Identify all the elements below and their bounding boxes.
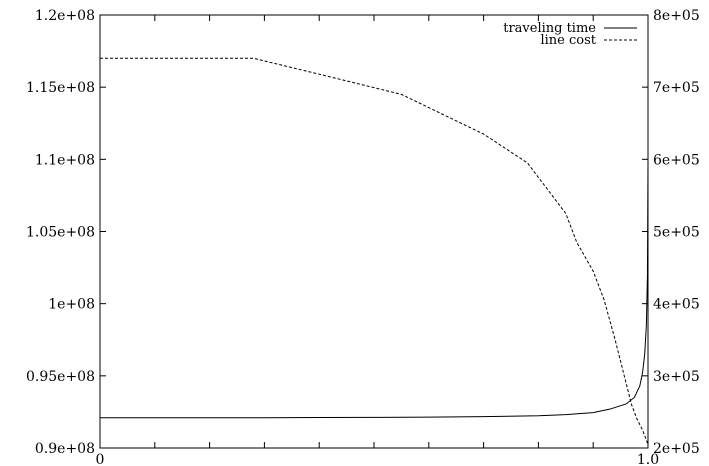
legend-label: traveling time — [503, 21, 596, 36]
y-right-tick-label: 6e+05 — [653, 152, 700, 168]
series-lines — [100, 57, 649, 445]
series-line-traveling-time — [100, 159, 649, 419]
legend-label: line cost — [540, 33, 596, 48]
y-left-tick-label: 0.95e+08 — [26, 369, 95, 385]
y-left-tick-label: 1.1e+08 — [35, 152, 95, 168]
y-left-tick-label: 1.05e+08 — [26, 225, 95, 241]
y-right-tick-label: 4e+05 — [653, 297, 700, 313]
y-right-tick-label: 2e+05 — [653, 441, 700, 457]
x-tick-label: 1.0 — [637, 452, 659, 466]
y-right-tick-label: 7e+05 — [653, 80, 700, 96]
y-left-tick-label: 1.15e+08 — [26, 80, 95, 96]
y-left-tick-label: 0.9e+08 — [35, 441, 95, 457]
axis-ticks: 0.9e+08 0.95e+08 1e+08 1.05e+08 1.1e+08 1.15e… — [26, 8, 700, 466]
x-tick-label: 0 — [96, 452, 105, 466]
y-right-tick-label: 5e+05 — [653, 225, 700, 241]
y-left-tick-label: 1.2e+08 — [35, 8, 95, 24]
series-line-line-cost — [100, 57, 649, 445]
y-right-tick-label: 3e+05 — [653, 369, 700, 385]
y-left-tick-label: 1e+08 — [48, 297, 95, 313]
plot-frame — [99, 14, 649, 449]
plot-area-border — [99, 14, 649, 449]
y-right-tick-label: 8e+05 — [653, 8, 700, 24]
